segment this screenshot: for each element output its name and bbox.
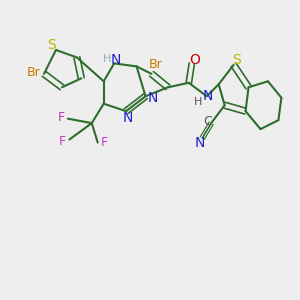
Text: Br: Br [149, 58, 163, 71]
Text: F: F [59, 134, 66, 148]
Text: N: N [195, 136, 205, 150]
Text: N: N [122, 111, 133, 125]
Text: N: N [148, 91, 158, 105]
Text: H: H [194, 97, 202, 106]
Text: O: O [189, 53, 200, 67]
Text: H: H [103, 54, 111, 64]
Text: F: F [101, 136, 108, 149]
Text: N: N [203, 89, 213, 103]
Text: S: S [232, 52, 241, 67]
Text: F: F [58, 111, 65, 124]
Text: S: S [47, 38, 56, 52]
Text: Br: Br [27, 66, 40, 79]
Text: C: C [203, 115, 212, 128]
Text: N: N [110, 53, 121, 68]
